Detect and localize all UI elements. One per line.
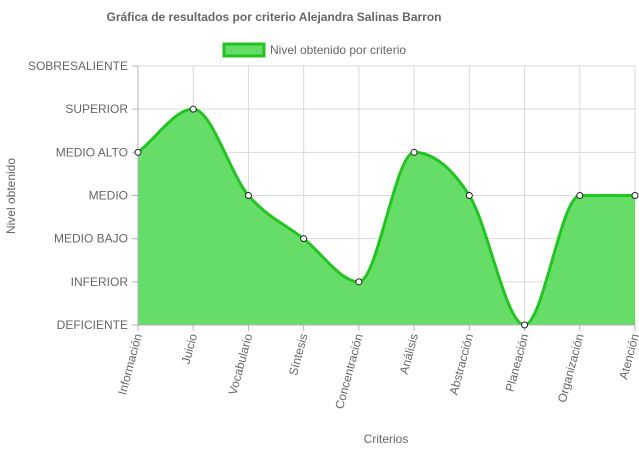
data-point[interactable] [244, 192, 252, 199]
x-tick-label: Información [115, 332, 145, 396]
x-tick-label: Planeación [503, 332, 532, 393]
x-tick-label: Abstracción [446, 332, 476, 396]
x-tick-labels: Información Juicio Vocabulario Síntesis Conc… [115, 332, 639, 411]
series-line [137, 107, 635, 327]
y-tick-label: MEDIO [89, 189, 128, 203]
y-tick-label: INFERIOR [71, 275, 129, 289]
x-tick-label: Vocabulario [226, 332, 256, 397]
data-point[interactable] [134, 148, 142, 156]
data-point[interactable] [631, 192, 639, 199]
y-tick-label: SOBRESALIENTE [28, 59, 128, 73]
x-tick-label: Organización [555, 332, 587, 404]
x-tick-label: Análisis [397, 332, 421, 376]
data-point[interactable] [410, 148, 418, 156]
series-area [137, 107, 635, 327]
x-tick-label: Síntesis [286, 332, 311, 377]
x-axis-title: Criterios [364, 432, 409, 446]
chart-title: Gráfica de resultados por criterio Aleja… [107, 10, 442, 24]
y-tick-labels: DEFICIENTE INFERIOR MEDIO BAJO MEDIO MEDIO A… [28, 59, 128, 332]
data-point[interactable] [355, 278, 363, 286]
y-tick-label: MEDIO BAJO [54, 232, 128, 246]
legend-swatch [222, 42, 266, 58]
y-tick-label: DEFICIENTE [57, 318, 128, 332]
data-point[interactable] [189, 105, 197, 113]
x-tick-label: Concentración [332, 332, 366, 410]
axes [137, 66, 635, 326]
legend-label: Nivel obtenido por criterio [270, 43, 406, 57]
y-axis-title: Nivel obtenido [4, 158, 18, 234]
y-tick-label: SUPERIOR [65, 102, 128, 116]
data-point[interactable] [300, 235, 308, 243]
data-point[interactable] [521, 321, 529, 329]
data-point[interactable] [465, 192, 473, 199]
y-tick-label: MEDIO ALTO [56, 145, 128, 159]
data-points[interactable] [134, 105, 639, 329]
data-point[interactable] [576, 192, 584, 199]
legend[interactable]: Nivel obtenido por criterio [222, 42, 406, 58]
x-tick-label: Atención [616, 332, 639, 381]
x-tick-label: Juicio [179, 332, 201, 366]
